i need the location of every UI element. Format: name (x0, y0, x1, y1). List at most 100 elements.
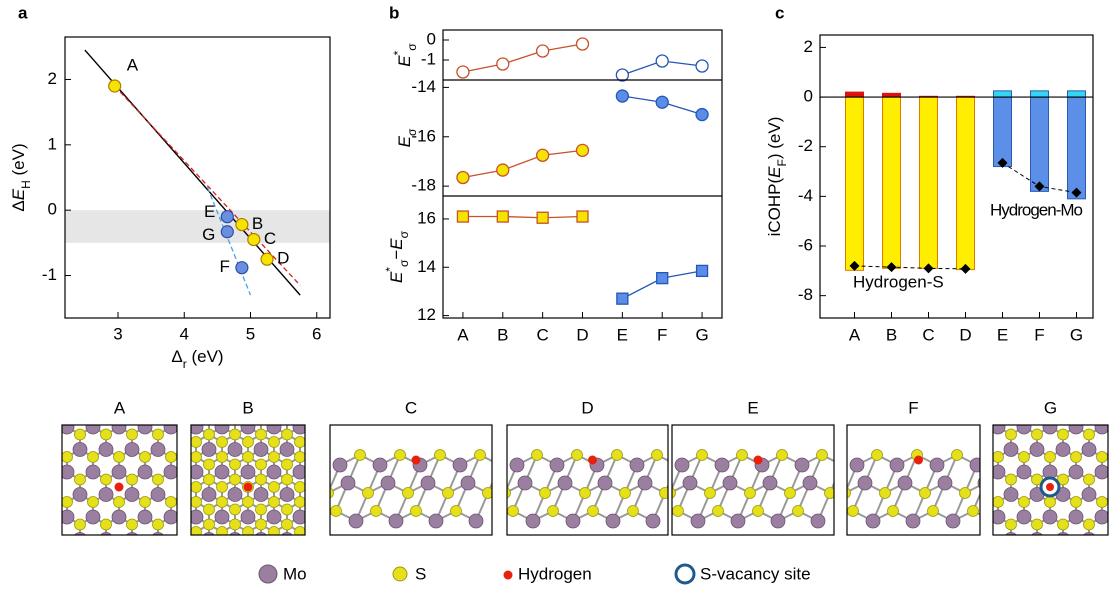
atom (397, 465, 411, 479)
atom (152, 473, 164, 486)
atom (927, 505, 939, 517)
atom (281, 503, 293, 516)
atom (941, 407, 952, 418)
panel-label: b (389, 3, 399, 22)
bond (1050, 540, 1063, 548)
y-tick-label: -4 (798, 186, 813, 205)
label-part: E (395, 55, 414, 67)
atom (111, 509, 127, 525)
hydrogen (114, 482, 124, 492)
atom (579, 487, 591, 499)
atom (176, 443, 190, 457)
atom (203, 518, 215, 531)
atom (980, 474, 991, 485)
structure (672, 449, 834, 529)
atom (770, 513, 786, 529)
x-tick-label: C (922, 325, 934, 344)
atom (242, 496, 254, 508)
y-tick-label: -16 (411, 126, 436, 145)
atom (229, 532, 241, 535)
atom (269, 542, 280, 553)
atom (386, 504, 397, 515)
atom (204, 549, 215, 560)
bond (196, 540, 209, 548)
atom (34, 465, 48, 479)
x-tick-label: C (537, 325, 549, 344)
bond (985, 483, 1005, 493)
atom (1056, 398, 1070, 412)
atom (284, 425, 290, 426)
x-tick-label: 5 (246, 324, 255, 343)
bond (1011, 540, 1024, 548)
atom (152, 532, 164, 535)
bond (443, 517, 456, 525)
atom (268, 496, 280, 508)
point-label: B (252, 214, 263, 233)
atom (176, 488, 190, 502)
bond (365, 547, 378, 555)
marker (849, 260, 860, 271)
atom (227, 442, 243, 457)
atom (240, 509, 256, 525)
atom (268, 481, 280, 493)
atom (227, 487, 243, 502)
y-axis-label: Eσ (395, 128, 419, 147)
atom (306, 443, 320, 457)
atom (871, 449, 883, 461)
atom (192, 407, 203, 418)
atom (1058, 564, 1069, 575)
atom (165, 482, 176, 493)
bond (183, 570, 196, 578)
bond (15, 450, 28, 458)
bond (249, 540, 262, 548)
atom (978, 398, 992, 412)
hydrogen (753, 455, 763, 465)
atom (306, 533, 320, 547)
legend-label: Hydrogen (518, 564, 592, 583)
atom (139, 496, 151, 508)
bond (209, 540, 222, 548)
atom (857, 475, 873, 491)
structure-frame (671, 424, 835, 536)
bond (933, 450, 946, 458)
atom (231, 564, 242, 575)
bond (235, 547, 248, 555)
point-label: F (219, 257, 229, 276)
bond (1037, 562, 1050, 570)
atom (88, 542, 99, 553)
bond (456, 570, 469, 578)
atom (1044, 496, 1056, 508)
structure-label: C (405, 398, 417, 417)
bond (313, 570, 326, 578)
atom (47, 398, 61, 412)
atom (217, 572, 228, 583)
atom (206, 425, 212, 426)
atom (347, 572, 358, 583)
atom (294, 451, 305, 463)
atom (696, 449, 708, 461)
legend-icon (503, 570, 513, 580)
bond (119, 540, 132, 548)
atom (1057, 532, 1069, 535)
atom (308, 459, 319, 470)
atom (993, 509, 1006, 525)
atom (784, 487, 796, 499)
structure-label: E (747, 398, 758, 417)
bond (417, 525, 430, 533)
bond (209, 570, 222, 578)
atom (292, 425, 305, 435)
bond (326, 517, 339, 525)
bond (222, 405, 235, 413)
atom (945, 513, 961, 529)
bond (1024, 562, 1037, 570)
bond (287, 405, 300, 413)
bond (339, 540, 352, 548)
bar (845, 96, 864, 271)
bond (313, 540, 326, 548)
bar (882, 96, 901, 269)
bond (365, 540, 378, 548)
atom (722, 475, 738, 491)
bond (998, 405, 1011, 413)
structure-frame (506, 424, 669, 536)
bond (261, 412, 274, 420)
